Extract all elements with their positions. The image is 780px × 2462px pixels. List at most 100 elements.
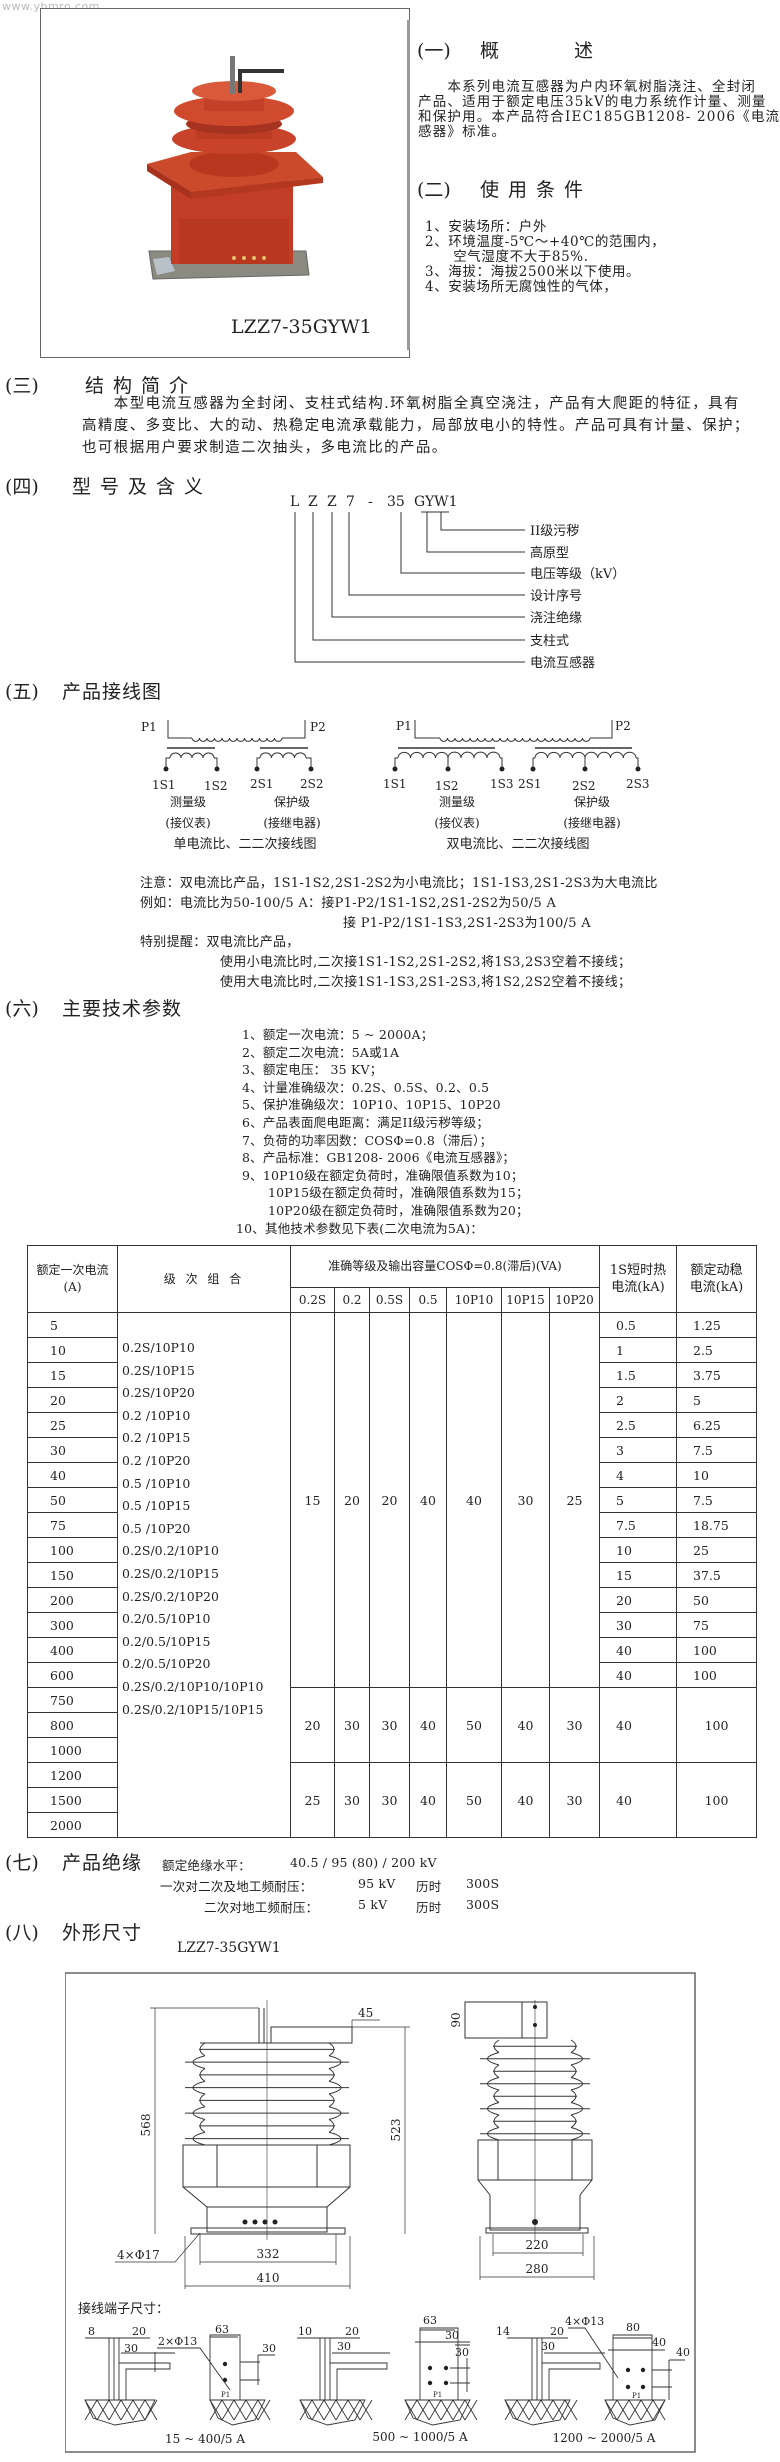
cell-class-combinations: 0.2S/10P10 0.2S/10P15 0.2S/10P20 0.2 /10P1…: [117, 1312, 291, 1838]
cell-thermal-current: 30: [599, 1612, 677, 1638]
measure-class-sub: (接仪表): [434, 815, 479, 830]
cell-thermal-current: 40: [599, 1687, 677, 1763]
section-3-number: (三): [5, 375, 39, 397]
table-row: 10 1 2.5: [27, 1337, 757, 1363]
terminal-dim: 30: [455, 2346, 469, 2359]
list-item: 1、额定一次电流：5 ~ 2000A；: [242, 1027, 434, 1042]
hatch-line: [504, 2399, 518, 2421]
terminal-dim: 14: [496, 2325, 510, 2338]
terminal-label: 1S1: [383, 777, 407, 791]
meaning-cast-insulation: 浇注绝缘: [530, 610, 582, 626]
cell-thermal-current: 1: [599, 1337, 677, 1363]
section-7-title: 产品绝缘: [62, 1852, 143, 1874]
cell-rated-current: 15: [27, 1362, 118, 1388]
measure-class-sub: (接仪表): [165, 815, 210, 830]
terminal-caption-medium: 500 ~ 1000/5 A: [372, 2430, 468, 2444]
note-line: 使用小电流比时,二次接1S1-1S2,2S1-2S2,将1S3,2S3空着不接线…: [220, 955, 632, 970]
section-6-number: (六): [5, 998, 39, 1020]
combination-item: 0.2S/0.2/10P15: [122, 1565, 219, 1581]
terminal-dim: 10: [298, 2325, 312, 2338]
list-item: 4、计量准确级次：0.2S、0.5S、0.2、0.5: [242, 1079, 490, 1095]
terminal-dim: 30: [337, 2340, 351, 2353]
primary-coil-single: [191, 737, 283, 742]
cell-output-05s: 30: [369, 1762, 410, 1838]
cell-thermal-current: 40: [599, 1637, 677, 1663]
cell-dynamic-current: 100: [676, 1662, 757, 1688]
cell-rated-current: 300: [27, 1612, 118, 1638]
front-view: [115, 2000, 410, 2289]
list-item: 9、10P10级在额定负荷时，准确限值系数为10；: [242, 1167, 524, 1183]
hatch-line: [540, 2399, 554, 2421]
hatch-line: [516, 2399, 530, 2421]
header-class-02: 0.2: [334, 1287, 370, 1313]
header-class-10p15: 10P15: [501, 1287, 550, 1313]
note-line: 接 P1-P2/1S1-1S3,2S1-2S3为100/5 A: [343, 916, 591, 931]
cell-output-05s: 30: [369, 1687, 410, 1763]
list-item: 6、产品表面爬电距离：满足II级污秽等级；: [242, 1114, 490, 1130]
secondary-withstand-duration-label: 历时: [416, 1900, 442, 1915]
hatch-line: [347, 2399, 361, 2421]
cell-rated-current: 400: [27, 1637, 118, 1663]
ground-base: [504, 2399, 571, 2426]
header-class-05: 0.5: [409, 1287, 447, 1313]
cell-output-05s: 20: [369, 1312, 410, 1688]
list-item: 8、产品标准：GB1208- 2006《电流互感器》；: [242, 1150, 516, 1166]
meaning-voltage: 电压等级（kV）: [530, 566, 620, 582]
label-p2: P2: [615, 719, 631, 733]
header-class-02s: 0.2S: [290, 1287, 335, 1313]
section-2-title: 使用条件: [480, 179, 593, 201]
hatch-line: [120, 2399, 134, 2421]
combination-item: 0.2/0.5/10P10: [122, 1611, 211, 1627]
outline-model: LZZ7-35GYW1: [177, 1940, 281, 1956]
terminal-dim: 40: [652, 2336, 666, 2349]
spec-list: 1、额定一次电流：5 ~ 2000A； 2、额定二次电流：5A或1A 3、额定电…: [236, 1026, 529, 1237]
terminal-dim: 30: [262, 2342, 276, 2355]
secondary-coil-1a: [397, 751, 449, 759]
combination-item: 0.2S/0.2/10P10/10P10: [122, 1678, 264, 1694]
text-line: 本型电流互感器为全封闭、支柱式结构.环氧树脂全真空浇注，产品有大爬距的特征，具有: [82, 396, 740, 412]
secondary-withstand-duration: 300S: [466, 1897, 500, 1912]
code-letter-Z1: Z: [308, 494, 318, 510]
cell-output-02: 30: [334, 1762, 370, 1838]
cell-thermal-current: 0.5: [599, 1312, 677, 1338]
terminal-label: 2S2: [572, 779, 596, 793]
table-row: 75 7.5 18.75: [27, 1512, 757, 1538]
dim-mount-spacing: 332: [257, 2247, 280, 2261]
hatch-line: [132, 2399, 146, 2421]
primary-withstand-duration: 300S: [466, 1876, 500, 1891]
cell-rated-current: 200: [27, 1587, 118, 1613]
terminal-dims-title: 接线端子尺寸：: [78, 2301, 169, 2317]
cell-rated-current: 600: [27, 1662, 118, 1688]
dim-side-mount: 220: [526, 2238, 549, 2252]
terminal-dim: 63: [423, 2314, 437, 2327]
cell-output-10p20: 25: [549, 1312, 600, 1688]
drawing-frame: [65, 1972, 696, 2453]
protect-class-sub: (接继电器): [563, 815, 620, 830]
dim-mount-holes: 4×Φ17: [117, 2248, 160, 2262]
secondary-coil-1: [169, 752, 215, 759]
hatch-line: [84, 2399, 98, 2421]
text-line: 也可根据用户要求制造二次抽头，多电流比的产品。: [82, 440, 448, 456]
cell-thermal-current: 7.5: [599, 1512, 677, 1538]
label-p2: P2: [310, 720, 326, 734]
hatch-line: [552, 2399, 566, 2421]
dim-side-base: 280: [526, 2262, 549, 2276]
insulation-rated-level-value: 40.5 / 95 (80) / 200 kV: [290, 1855, 437, 1870]
terminal-dim: 4×Φ13: [565, 2315, 604, 2328]
combination-item: 0.5 /10P10: [122, 1475, 191, 1491]
transformer-photo-illustration: LZZ7-35GYW1: [147, 56, 372, 338]
list-item: 10、其他技术参数见下表(二次电流为5A)：: [236, 1220, 484, 1236]
cell-thermal-current: 2.5: [599, 1412, 677, 1438]
terminal-label: 2S3: [626, 777, 650, 791]
table-row: 50 5 7.5: [27, 1487, 757, 1513]
protect-class-label: 保护级: [274, 795, 310, 809]
terminal-label: 2S2: [300, 777, 324, 791]
table-row: 5 0.2S/10P10 0.2S/10P15 0.2S/10P20 0.2 /10P…: [27, 1312, 757, 1838]
section-2-number: (二): [417, 179, 451, 201]
cell-dynamic-current: 6.25: [676, 1412, 757, 1438]
cell-thermal-current: 4: [599, 1462, 677, 1488]
cell-thermal-current: 40: [599, 1762, 677, 1838]
primary-withstand-label: 一次对二次及地工频耐压：: [160, 1879, 313, 1894]
header-class-combination: 级 次 组 合: [117, 1245, 291, 1313]
cell-output-10p20: 30: [549, 1687, 600, 1763]
